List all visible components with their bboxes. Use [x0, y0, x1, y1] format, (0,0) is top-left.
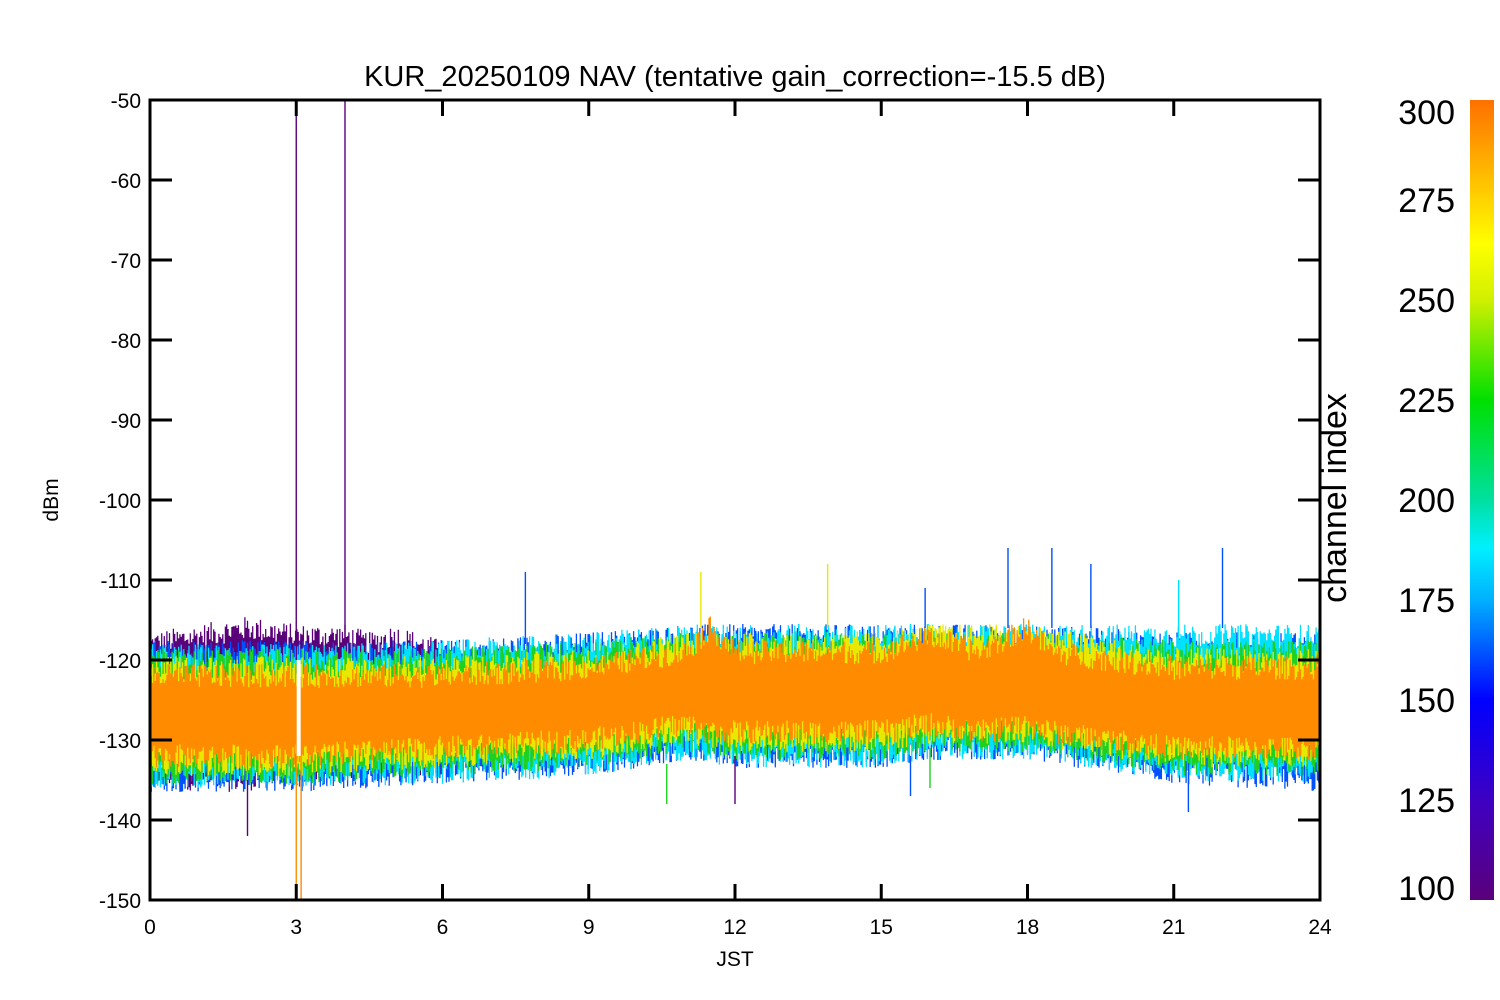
y-axis-label: dBm: [40, 478, 63, 521]
y-tick-label: -100: [99, 490, 141, 513]
x-axis-label: JST: [716, 948, 754, 971]
x-tick-label: 18: [1016, 916, 1039, 939]
colorbar-tick-label: 250: [1398, 282, 1455, 320]
x-tick-label: 3: [290, 916, 302, 939]
colorbar-tick-label: 175: [1398, 582, 1455, 620]
x-tick-label: 15: [870, 916, 893, 939]
x-tick-label: 21: [1162, 916, 1185, 939]
data-layer: [150, 100, 1320, 900]
data-gap: [296, 660, 301, 756]
y-tick-label: -110: [101, 570, 141, 593]
y-tick-label: -150: [99, 890, 141, 913]
colorbar-tick-label: 275: [1398, 182, 1455, 220]
y-tick-label: -70: [111, 250, 141, 273]
axis-ticks: 0 3 6 9 12 15 18 21 24 -50 -60 -70 -80 -90 -100 -110 -12…: [99, 90, 1332, 939]
y-tick-label: -90: [111, 410, 141, 433]
x-tick-label: 24: [1308, 916, 1332, 939]
colorbar: [1470, 100, 1494, 900]
x-tick-label: 12: [723, 916, 746, 939]
colorbar-label: channel index: [1316, 393, 1354, 603]
colorbar-tick-label: 100: [1398, 870, 1455, 908]
colorbar-tick-label: 150: [1398, 682, 1455, 720]
colorbar-tick-label: 225: [1398, 382, 1455, 420]
y-tick-label: -130: [99, 730, 141, 753]
x-tick-label: 9: [583, 916, 595, 939]
series-band-300: [150, 616, 1320, 768]
colorbar-ticks: 300 275 250 225 200 175 150 125 100: [1398, 94, 1455, 908]
colorbar-tick-label: 300: [1398, 94, 1455, 132]
chart-title: KUR_20250109 NAV (tentative gain_correct…: [364, 61, 1106, 93]
y-tick-label: -50: [111, 90, 141, 113]
y-tick-label: -60: [111, 170, 141, 193]
y-tick-label: -80: [111, 330, 141, 353]
x-tick-label: 6: [437, 916, 449, 939]
colorbar-tick-label: 200: [1398, 482, 1455, 520]
y-tick-label: -120: [99, 650, 141, 673]
colorbar-tick-label: 125: [1398, 782, 1455, 820]
y-tick-label: -140: [99, 810, 141, 833]
x-tick-label: 0: [144, 916, 156, 939]
